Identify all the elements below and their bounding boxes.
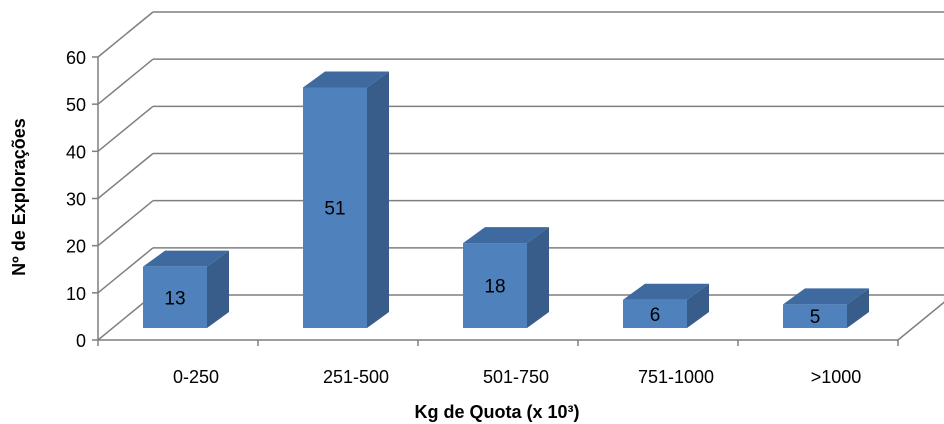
- bar: [783, 288, 869, 328]
- data-label: 5: [810, 307, 821, 328]
- x-tick-label: >1000: [811, 367, 862, 387]
- gridlines: [97, 11, 944, 341]
- y-tick-label: 60: [66, 48, 86, 68]
- y-tick-label: 50: [66, 95, 86, 115]
- bar-top: [143, 250, 229, 267]
- bar-side: [367, 71, 389, 328]
- bar-top: [303, 71, 389, 88]
- gridline-diagonal: [97, 152, 154, 200]
- bar-front: [303, 87, 367, 328]
- bar: [623, 283, 709, 328]
- y-tick-label: 40: [66, 142, 86, 162]
- bar-front: [143, 266, 207, 328]
- bar: [463, 227, 549, 328]
- x-tick-label: 501-750: [483, 367, 549, 387]
- data-label: 51: [324, 199, 345, 220]
- floor-edge: [897, 301, 944, 341]
- x-axis-title: Kg de Quota (x 10³): [414, 402, 579, 422]
- data-label: 13: [164, 288, 185, 309]
- bar-side: [687, 283, 709, 328]
- x-tick-label: 0-250: [173, 367, 219, 387]
- bars: [143, 71, 869, 328]
- y-tick-label: 30: [66, 190, 86, 210]
- data-label: 6: [650, 305, 661, 326]
- bar-front: [623, 299, 687, 328]
- x-tick-label: 751-1000: [638, 367, 714, 387]
- axes: 0 10 20 30 40 50 60 0-250 251-500 501-750 751-1000…: [66, 48, 944, 387]
- bar-front: [783, 304, 847, 328]
- bar-top: [623, 283, 709, 300]
- gridline-diagonal: [97, 11, 154, 58]
- data-labels: 13 51 18 6 5: [164, 199, 820, 328]
- bar-top: [463, 227, 549, 244]
- y-axis-title: Nº de Explorações: [9, 118, 29, 276]
- y-tick-label: 20: [66, 237, 86, 257]
- data-label: 18: [484, 277, 505, 298]
- bar-front: [463, 243, 527, 328]
- gridline-diagonal: [97, 247, 154, 294]
- x-tick-label: 251-500: [323, 367, 389, 387]
- bar: [143, 250, 229, 328]
- gridline-diagonal: [97, 105, 154, 152]
- gridline-diagonal: [97, 200, 154, 247]
- bar: [303, 71, 389, 328]
- bar-side: [847, 288, 869, 328]
- y-tick-label: 0: [76, 331, 86, 351]
- bar-top: [783, 288, 869, 305]
- bar-side: [527, 227, 549, 328]
- y-tick-label: 10: [66, 284, 86, 304]
- bar-side: [207, 250, 229, 328]
- gridline-diagonal: [97, 58, 154, 105]
